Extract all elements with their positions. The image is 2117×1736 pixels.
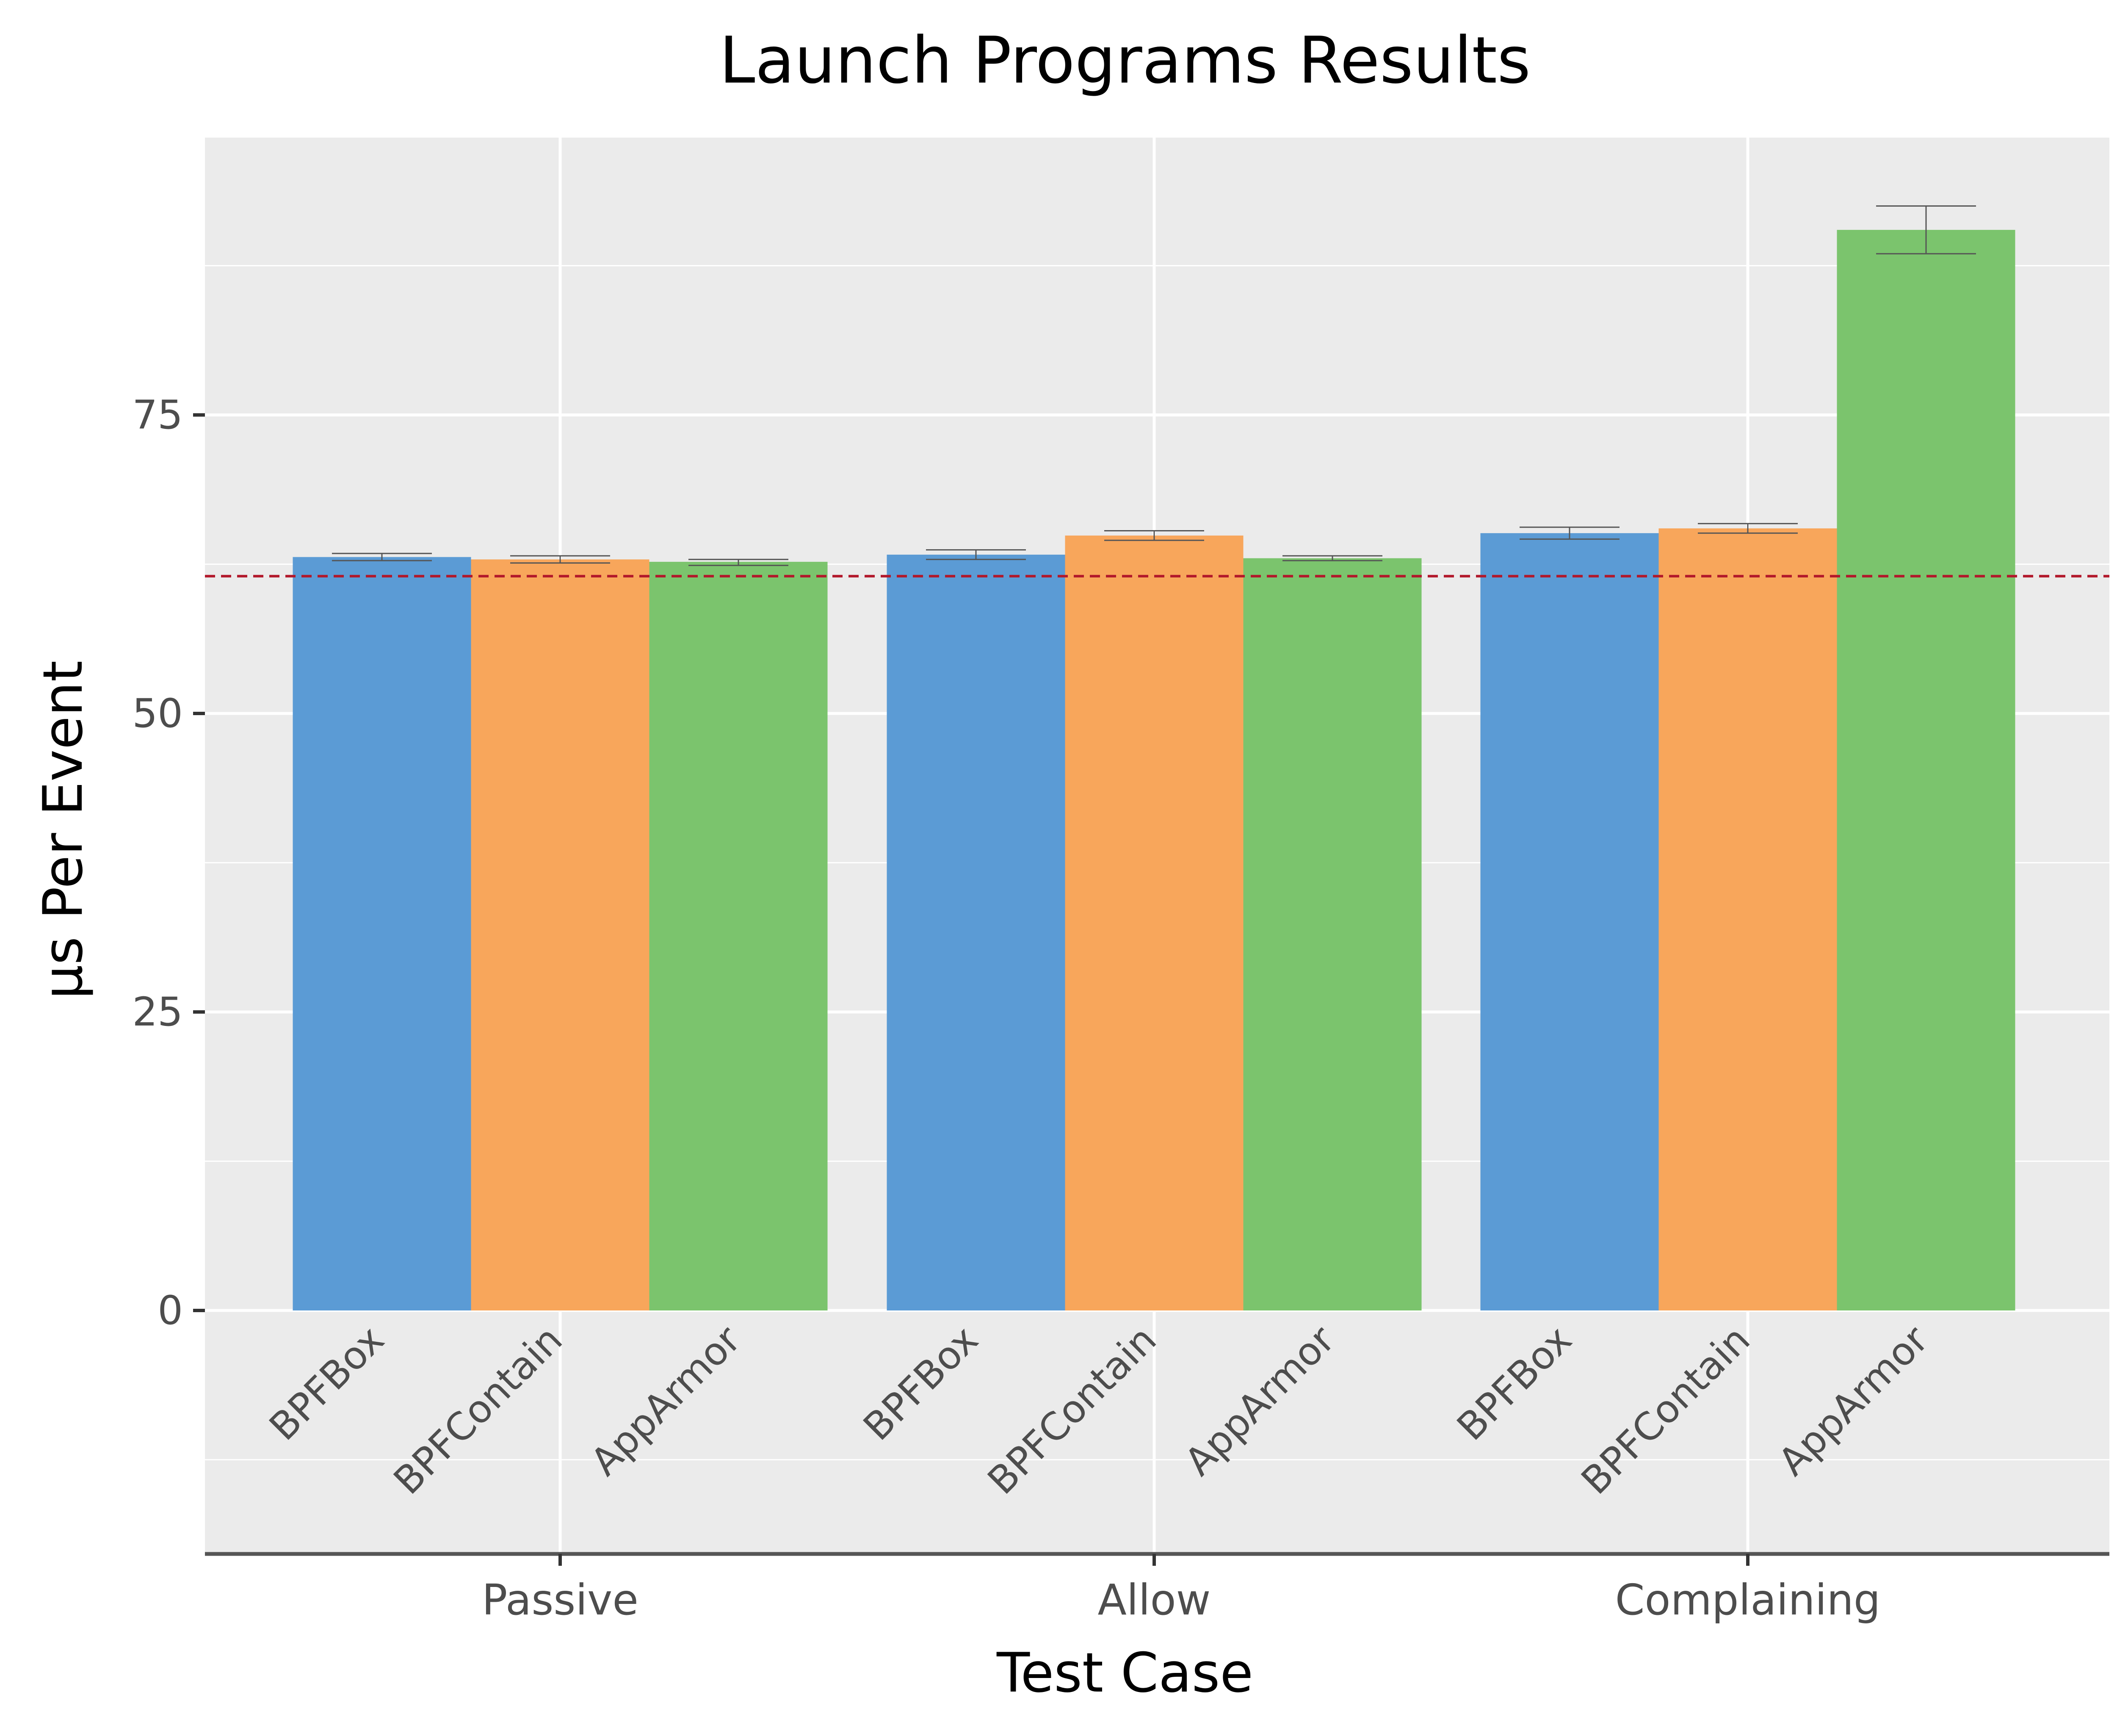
bars-layer bbox=[293, 229, 2015, 1311]
bar-bpfcontain-passive bbox=[471, 559, 649, 1310]
bar-apparmor-allow bbox=[1243, 558, 1422, 1310]
bar-bpfbox-passive bbox=[293, 557, 471, 1310]
errorbar-bpfbox-allow bbox=[926, 549, 1026, 560]
x-axis-label: Test Case bbox=[996, 1642, 1253, 1705]
errorbar-bpfcontain-allow bbox=[1104, 530, 1204, 541]
y-axis: 0 25 50 75 bbox=[132, 392, 205, 1334]
bar-bpfcontain-complaining bbox=[1658, 528, 1837, 1310]
bar-apparmor-passive bbox=[649, 561, 828, 1310]
y-tick-label: 25 bbox=[132, 989, 183, 1035]
y-tick-label: 75 bbox=[132, 392, 183, 438]
errorbar-bpfcontain-passive bbox=[510, 555, 610, 564]
y-tick-label: 0 bbox=[158, 1288, 183, 1334]
errorbar-apparmor-complaining bbox=[1876, 205, 1976, 254]
errorbars-layer bbox=[332, 205, 1976, 566]
errorbar-apparmor-allow bbox=[1282, 555, 1382, 561]
errorbar-bpfbox-passive bbox=[332, 553, 432, 561]
chart-title: Launch Programs Results bbox=[719, 23, 1531, 98]
bar-bpfcontain-allow bbox=[1065, 535, 1244, 1310]
bar-bpfbox-allow bbox=[887, 554, 1065, 1310]
bar-bpfbox-complaining bbox=[1480, 533, 1659, 1310]
x-tick-label: Complaining bbox=[1615, 1575, 1881, 1625]
errorbar-bpfbox-complaining bbox=[1520, 526, 1620, 540]
x-tick-label: Allow bbox=[1098, 1575, 1211, 1625]
y-axis-label: µs Per Event bbox=[32, 661, 95, 999]
y-tick-label: 50 bbox=[132, 691, 183, 737]
errorbar-apparmor-passive bbox=[688, 558, 788, 566]
errorbar-bpfcontain-complaining bbox=[1698, 523, 1798, 534]
x-tick-label: Passive bbox=[482, 1575, 638, 1625]
bar-apparmor-complaining bbox=[1837, 229, 2015, 1311]
x-axis: Passive Allow Complaining bbox=[205, 1552, 2109, 1625]
